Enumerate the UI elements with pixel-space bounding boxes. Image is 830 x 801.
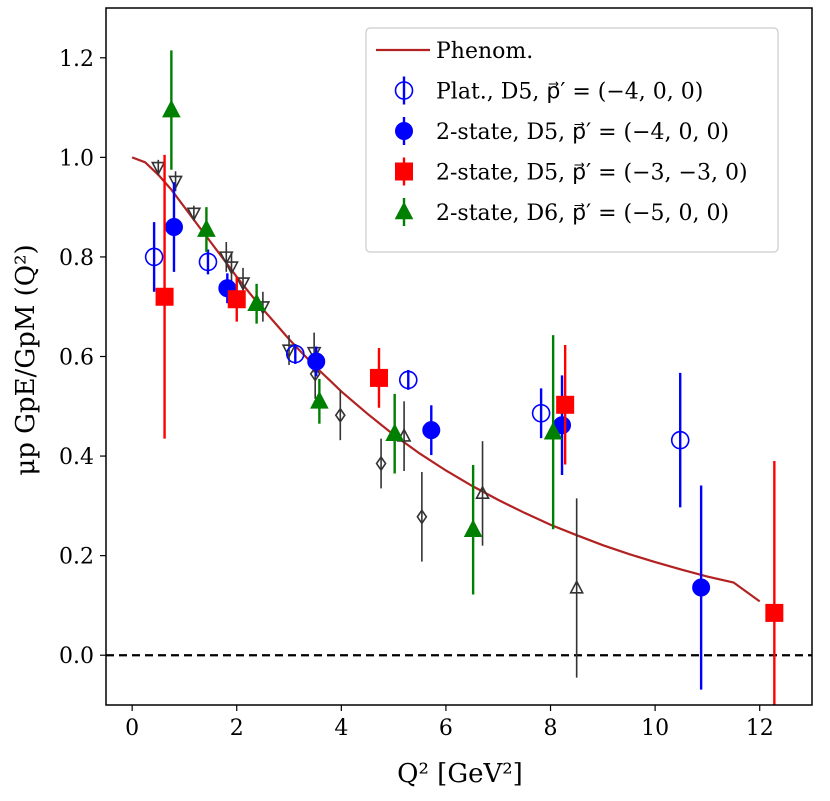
data-point [375,455,387,472]
data-point [162,99,181,118]
x-tick-label: 4 [334,716,348,741]
data-point [235,277,251,292]
y-tick-label: 0.8 [59,246,94,271]
data-point [416,508,428,525]
y-tick-label: 0.2 [59,545,94,570]
x-tick-label: 8 [544,716,558,741]
y-tick-label: 0.6 [59,346,94,371]
series-2 [155,154,784,705]
data-point [168,175,183,190]
legend-marker-2 [395,162,413,181]
x-tick-label: 0 [125,716,139,741]
x-tick-label: 12 [746,716,774,741]
x-tick-label: 6 [439,716,453,741]
legend-marker-1 [395,122,413,140]
data-point [543,421,563,440]
data-point [369,368,388,387]
plot-area [106,50,812,705]
data-point [670,430,690,450]
y-tick-label: 1.0 [59,146,94,171]
series-1 [164,182,711,690]
data-point [247,293,266,312]
data-point [309,366,321,382]
data-point [144,247,164,267]
data-point [198,252,218,272]
data-point [310,390,329,409]
legend-box [365,27,779,253]
data-point [531,403,551,423]
data-point [307,352,326,371]
data-point [224,261,239,276]
legend-label-2: 2-state, D5, p⃗′ = (−3, −3, 0) [436,161,748,186]
legend-label-3: 2-state, D6, p⃗′ = (−5, 0, 0) [436,201,729,226]
legend-label-phenom: Phenom. [436,39,533,64]
data-point [385,423,405,441]
data-point [155,287,174,306]
data-point [286,344,305,364]
y-tick-label: 1.2 [59,47,94,72]
data-point [556,395,575,414]
legend-marker-3 [394,201,414,220]
data-point [164,218,183,237]
data-point [422,421,441,440]
data-point [396,427,412,442]
data-point [227,290,246,309]
legend-label-1: 2-state, D5, p⃗′ = (−4, 0, 0) [436,120,729,145]
data-point [398,370,418,390]
x-axis-label: Q² [GeV²] [397,759,523,789]
x-tick-label: 2 [230,716,244,741]
y-tick-label: 0.4 [59,445,94,470]
data-point [463,519,483,538]
data-point [334,407,346,424]
data-point [692,578,711,597]
data-point [765,603,784,622]
data-point [197,219,216,237]
axes: 0 2 4 6 8 10 12 0.0 0.2 0.4 0.6 0.8 1.0 1.2 [59,7,813,741]
plot-inner [106,50,812,705]
data-point [218,251,234,266]
y-tick-label: 0.0 [59,644,94,669]
legend-label-0: Plat., D5, p⃗′ = (−4, 0, 0) [436,80,703,105]
legend-marker-0 [394,81,414,100]
x-tick-label: 10 [641,716,669,741]
data-point [475,485,490,500]
series-4 [150,159,322,373]
data-point [569,579,584,594]
legend: Phenom. Plat., D5, p⃗′ = (−4, 0, 0) 2-stat… [365,27,779,253]
data-point [186,207,202,222]
series-6 [396,401,584,678]
series-5 [309,349,428,562]
y-axis-label: μp GpE/GpM (Q²) [11,244,41,475]
series-3 [162,50,563,595]
data-point [150,161,166,176]
data-point [281,344,297,359]
series-0 [144,222,690,508]
